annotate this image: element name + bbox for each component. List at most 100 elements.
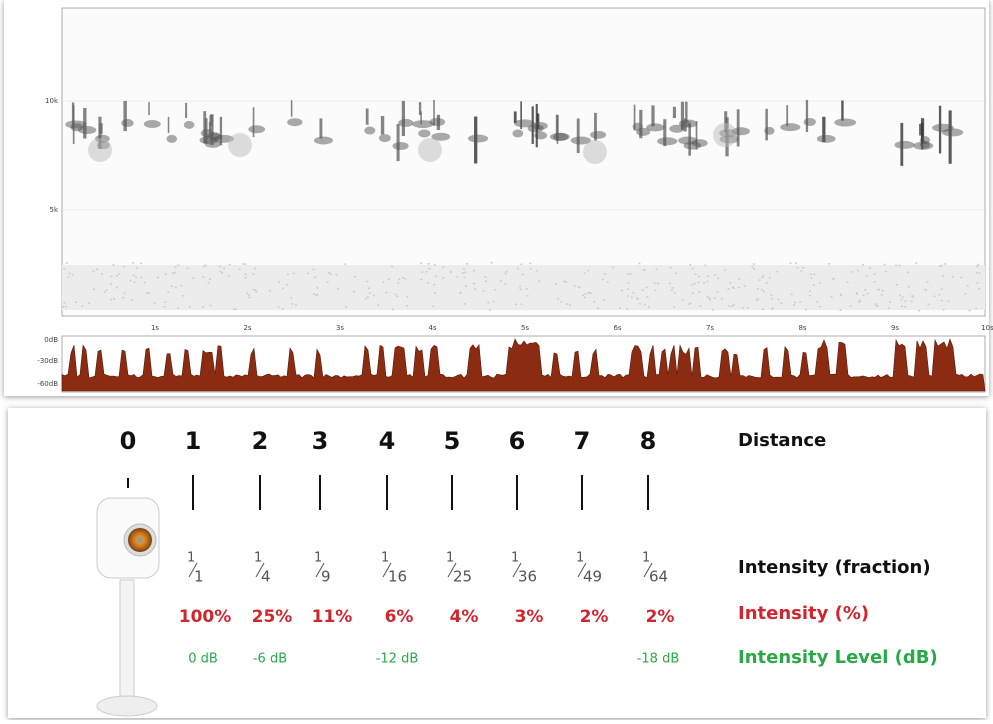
- noise: [883, 263, 886, 266]
- noise: [627, 295, 630, 297]
- percent: 3%: [515, 607, 544, 627]
- noise: [484, 280, 487, 283]
- noise: [864, 289, 867, 291]
- noise: [314, 276, 317, 279]
- call-blob: [429, 118, 446, 127]
- fraction-slash: [188, 562, 198, 578]
- noise: [391, 308, 394, 311]
- call: [555, 114, 559, 141]
- noise: [427, 282, 430, 284]
- fraction-numerator: 1: [446, 551, 454, 566]
- frequency-label: 10k: [45, 97, 59, 105]
- noise: [81, 305, 84, 307]
- noise: [899, 294, 902, 297]
- noise: [724, 269, 727, 271]
- noise: [978, 287, 981, 290]
- call: [71, 102, 75, 129]
- noise: [603, 299, 606, 301]
- noise: [691, 292, 694, 295]
- noise: [282, 287, 285, 290]
- noise: [466, 263, 469, 265]
- noise: [129, 279, 132, 282]
- noise: [856, 269, 859, 272]
- noise: [67, 276, 70, 278]
- noise: [425, 271, 428, 273]
- noise: [404, 278, 407, 280]
- noise: [241, 263, 244, 265]
- noise: [209, 304, 212, 307]
- percent: 6%: [385, 607, 414, 627]
- noise: [68, 272, 71, 275]
- noise: [277, 306, 280, 308]
- row-title: Distance: [738, 430, 826, 451]
- noise: [490, 262, 493, 264]
- noise: [223, 267, 226, 270]
- noise: [583, 272, 586, 274]
- noise: [862, 294, 865, 297]
- call-blob: [65, 120, 87, 129]
- fraction-numerator: 1: [576, 551, 584, 566]
- noise: [793, 304, 796, 306]
- noise: [352, 290, 355, 293]
- noise: [768, 277, 771, 279]
- fraction-slash: [382, 562, 392, 578]
- call: [290, 100, 293, 117]
- call: [210, 114, 214, 146]
- distance-number: 1: [185, 427, 202, 455]
- distance-number: 6: [509, 427, 526, 455]
- noise: [472, 282, 475, 285]
- noise: [530, 267, 533, 270]
- noise: [131, 262, 134, 264]
- noise: [420, 262, 423, 265]
- noise: [132, 274, 135, 277]
- noise: [248, 296, 251, 299]
- noise: [645, 286, 648, 289]
- noise: [202, 306, 205, 308]
- noise: [219, 270, 222, 273]
- noise: [131, 299, 134, 301]
- noise: [691, 284, 694, 286]
- noise: [933, 295, 936, 298]
- noise: [110, 283, 113, 285]
- noise: [762, 275, 765, 277]
- fraction-slash: [577, 562, 587, 578]
- noise: [484, 276, 487, 278]
- distance-number: 3: [312, 427, 329, 455]
- noise: [878, 288, 881, 291]
- noise: [875, 304, 878, 307]
- fraction-numerator: 1: [314, 551, 322, 566]
- noise: [146, 292, 149, 294]
- noise: [738, 278, 741, 280]
- fraction-slash: [447, 562, 457, 578]
- noise: [315, 294, 318, 296]
- noise: [771, 307, 774, 309]
- noise: [976, 282, 979, 284]
- frequency-label: 5k: [49, 206, 58, 214]
- noise: [810, 277, 813, 279]
- noise: [312, 293, 315, 295]
- noise: [167, 291, 170, 294]
- percent: 25%: [252, 607, 293, 627]
- noise: [326, 281, 329, 283]
- noise: [568, 304, 571, 306]
- fraction-denominator: 49: [583, 568, 602, 586]
- noise: [704, 264, 707, 267]
- noise: [869, 267, 872, 270]
- call: [380, 116, 385, 135]
- call-blob: [590, 130, 607, 139]
- noise: [770, 294, 773, 296]
- noise: [618, 307, 621, 309]
- noise: [795, 262, 798, 265]
- noise: [140, 276, 143, 279]
- noise: [606, 281, 609, 284]
- noise: [713, 297, 716, 299]
- noise: [516, 267, 519, 270]
- noise: [855, 293, 858, 295]
- fraction-denominator: 1: [194, 568, 204, 586]
- row-title: Intensity Level (dB): [738, 647, 938, 668]
- call: [786, 105, 789, 127]
- noise: [188, 306, 191, 308]
- noise: [65, 262, 68, 264]
- noise: [140, 262, 143, 264]
- noise: [555, 283, 558, 285]
